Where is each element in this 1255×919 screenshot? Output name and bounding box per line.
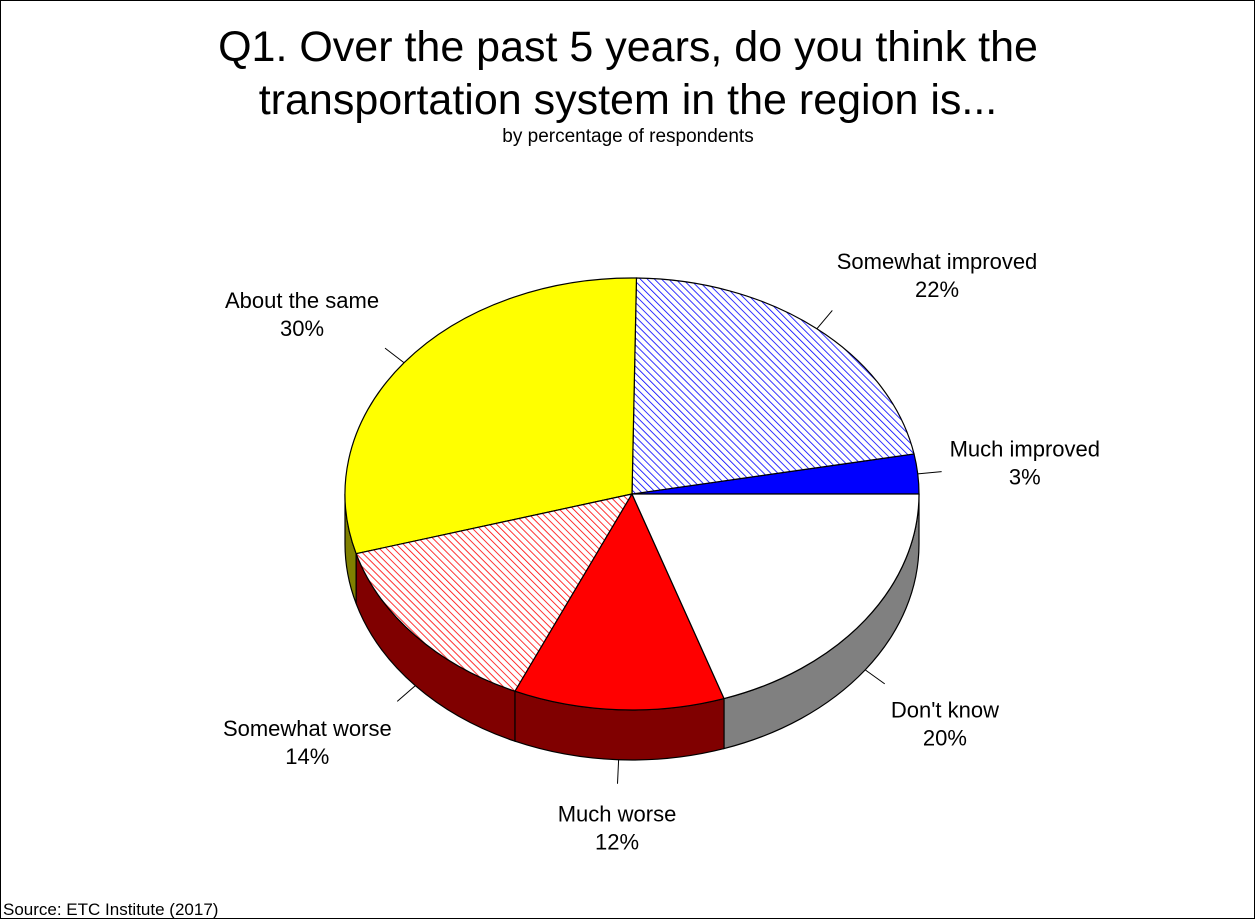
leader-line-much-improved <box>917 471 942 475</box>
slice-don-t-know <box>631 493 920 700</box>
value-label-much-worse: 12% <box>595 830 639 855</box>
value-label-much-improved: 3% <box>1009 465 1041 490</box>
leader-line-somewhat-worse <box>396 685 416 702</box>
label-don-t-know: Don't know <box>891 698 999 723</box>
pie-leader-lines <box>384 310 942 784</box>
leader-line-somewhat-improved <box>816 310 833 330</box>
label-much-worse: Much worse <box>558 802 677 827</box>
label-somewhat-improved: Somewhat improved <box>837 249 1038 274</box>
slice-much-worse <box>514 492 725 711</box>
source-note: Source: ETC Institute (2017) <box>3 900 218 918</box>
chart-title-line-1: Q1. Over the past 5 years, do you think … <box>218 23 1038 71</box>
label-about-the-same: About the same <box>225 288 379 313</box>
pie-labels: Much improved 3% Somewhat improved 22% About… <box>223 249 1100 855</box>
leader-line-about-the-same <box>384 347 405 364</box>
label-somewhat-worse: Somewhat worse <box>223 716 392 741</box>
value-label-don-t-know: 20% <box>923 726 967 751</box>
chart-subtitle: by percentage of respondents <box>502 126 753 147</box>
label-much-improved: Much improved <box>950 437 1100 462</box>
value-label-somewhat-improved: 22% <box>915 277 959 302</box>
value-label-somewhat-worse: 14% <box>285 744 329 769</box>
slice-about-the-same <box>344 277 638 555</box>
slice-somewhat-improved <box>631 277 915 495</box>
chart-title-line-2: transportation system in the region is..… <box>259 76 998 124</box>
leader-line-don-t-know <box>864 669 886 685</box>
leader-line-much-worse <box>616 759 620 784</box>
pie-slices <box>344 277 920 711</box>
slice-somewhat-worse <box>355 493 634 692</box>
value-label-about-the-same: 30% <box>280 316 324 341</box>
